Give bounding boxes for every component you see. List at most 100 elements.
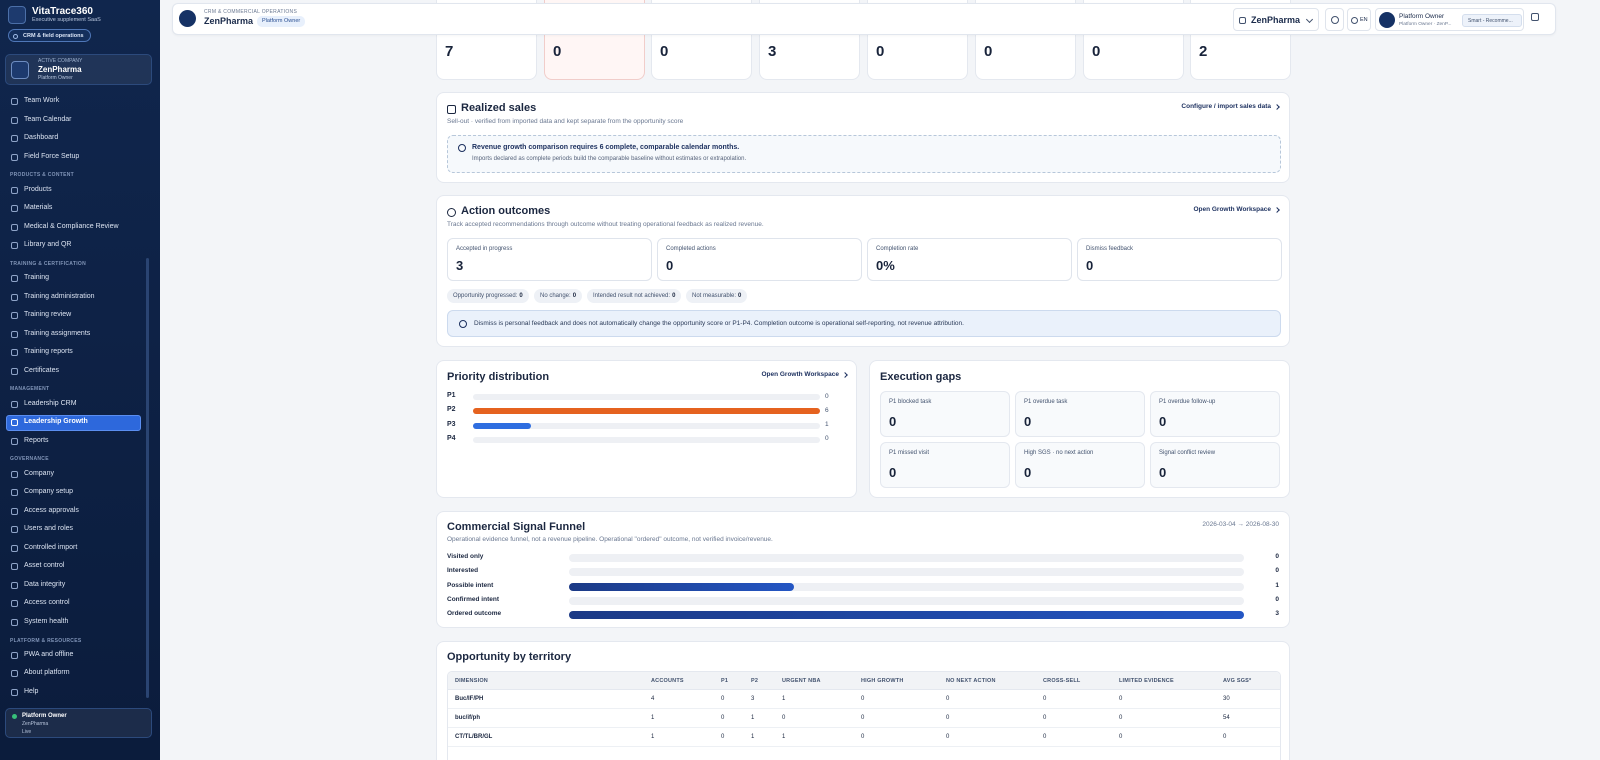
priority-label: P4 (447, 434, 456, 442)
nav-item[interactable]: Asset control (24, 562, 65, 570)
nav-item[interactable]: Training (24, 274, 50, 281)
nav-active (6, 415, 141, 432)
table-cell: 0 (721, 696, 725, 702)
nav-item[interactable]: Team Calendar (24, 115, 72, 123)
gap-label: P1 blocked task (889, 399, 932, 405)
funnel-period: 2026-03-04 → 2026-08-30 (1202, 521, 1279, 528)
column-header: HIGH GROWTH (861, 677, 904, 684)
nav-item[interactable]: Dashboard (24, 134, 59, 142)
bar-track (473, 408, 820, 415)
nav-item[interactable]: Data integrity (24, 580, 66, 588)
company-select[interactable]: ZenPharma (1233, 8, 1319, 31)
nav-item[interactable]: Training assignments (24, 329, 91, 337)
icon (11, 98, 18, 105)
bar-track (473, 436, 820, 443)
chip-label: Not measurable: (692, 293, 737, 299)
table-cell: buc/if/ph (455, 715, 480, 721)
icon (11, 437, 18, 445)
nav-item[interactable]: Leadership Growth (24, 418, 88, 426)
table-cell: 1 (651, 734, 655, 740)
table-cell: 0 (946, 715, 950, 721)
section-link[interactable]: Open Growth Workspace (1193, 206, 1271, 213)
column-header: DIMENSION (455, 677, 488, 684)
icon (11, 349, 18, 357)
chip-value: 0 (738, 293, 742, 299)
column-header: NO NEXT ACTION (946, 677, 996, 684)
chip-value: 0 (672, 293, 676, 299)
nav-section: PRODUCTS & CONTENT (10, 172, 75, 179)
nav-item[interactable]: Help (24, 687, 39, 695)
nav-item[interactable]: Training review (24, 311, 72, 319)
nav-item[interactable]: Company (24, 469, 54, 477)
user-company: ZenPharma (22, 721, 49, 727)
nav-item[interactable]: Leadership CRM (24, 399, 77, 407)
stat-value: 0% (876, 258, 895, 273)
nav-item[interactable]: Training reports (24, 348, 73, 356)
gap-label: P1 missed visit (889, 450, 930, 456)
user-menu[interactable]: Platform Owner Platform Owner · ZenP... Sm… (1375, 8, 1524, 31)
nav-item[interactable]: System health (24, 617, 69, 625)
nav-item[interactable]: Access control (24, 599, 70, 607)
stage-label: Visited only (447, 553, 484, 560)
nav-item[interactable]: PWA and offline (24, 650, 74, 658)
mode-badge: CRM & field operations (8, 29, 91, 42)
priority-label: P1 (447, 392, 456, 399)
section-title: Action outcomes (461, 205, 551, 217)
nav-item[interactable]: Controlled import (24, 543, 78, 551)
section-title: Opportunity by territory (447, 651, 572, 663)
nav-item[interactable]: Library and QR (24, 241, 72, 249)
nav-item[interactable]: Users and roles (24, 525, 74, 533)
note: Dismiss is personal feedback and does no… (447, 310, 1281, 337)
chip-value: 0 (519, 293, 523, 299)
icon (11, 470, 18, 478)
company-name: ZenPharma (38, 64, 82, 74)
nav-item[interactable]: Training administration (24, 292, 95, 300)
mode-chip-text: Smart - Recomme... (1468, 18, 1513, 24)
section-link[interactable]: Open Growth Workspace (761, 371, 839, 378)
gap-box: P1 blocked task 0 (880, 391, 1010, 437)
notifications[interactable] (1325, 8, 1344, 31)
column-header: CROSS-SELL (1043, 677, 1081, 684)
table-cell: 0 (1043, 734, 1047, 740)
header-logo (179, 10, 196, 27)
icon (11, 544, 18, 552)
nav-item[interactable]: Team Work (24, 97, 60, 104)
logout[interactable] (1530, 12, 1542, 24)
nav-item[interactable]: About platform (24, 669, 70, 677)
nav-item[interactable]: Products (24, 185, 52, 193)
mode-chip: Smart - Recomme... (1462, 14, 1522, 27)
nav-item[interactable]: Access approvals (24, 506, 79, 514)
priority-value: 0 (825, 392, 829, 400)
stage-label: Interested (447, 567, 479, 575)
bar (473, 408, 820, 415)
priority-label: P2 (447, 406, 456, 414)
chip-label: No change: (540, 293, 571, 299)
nav-item[interactable]: Materials (24, 204, 53, 212)
section-subtitle: Operational evidence funnel, not a reven… (447, 536, 773, 543)
stat-label: Completed actions (666, 246, 716, 252)
bar-track (473, 422, 820, 429)
notice-text: Imports declared as complete periods bui… (472, 156, 747, 162)
company-label: ACTIVE COMPANY (38, 58, 83, 64)
column-header: P1 (721, 677, 729, 684)
icon (11, 367, 18, 375)
nav-item[interactable]: Medical & Compliance Review (24, 222, 119, 230)
stage-label: Ordered outcome (447, 610, 502, 618)
priority-value: 1 (825, 421, 829, 429)
table-cell: 0 (1119, 715, 1123, 721)
nav-item[interactable]: Certificates (24, 366, 60, 374)
nav-section: TRAINING & CERTIFICATION (10, 260, 86, 267)
icon (11, 242, 18, 250)
company-logo (11, 61, 29, 79)
language[interactable]: EN (1347, 8, 1371, 31)
nav-item[interactable]: Company setup (24, 488, 74, 496)
icon (447, 105, 456, 114)
gap-box: P1 overdue task 0 (1015, 391, 1145, 437)
section-link[interactable]: Configure / import sales data (1181, 103, 1271, 110)
nav-item[interactable]: Reports (24, 436, 49, 444)
table-cell: 1 (651, 715, 655, 721)
column-header: URGENT NBA (782, 677, 821, 684)
brand-logo (8, 6, 26, 24)
nav-item[interactable]: Field Force Setup (24, 152, 80, 160)
table-cell: 0 (721, 734, 725, 740)
